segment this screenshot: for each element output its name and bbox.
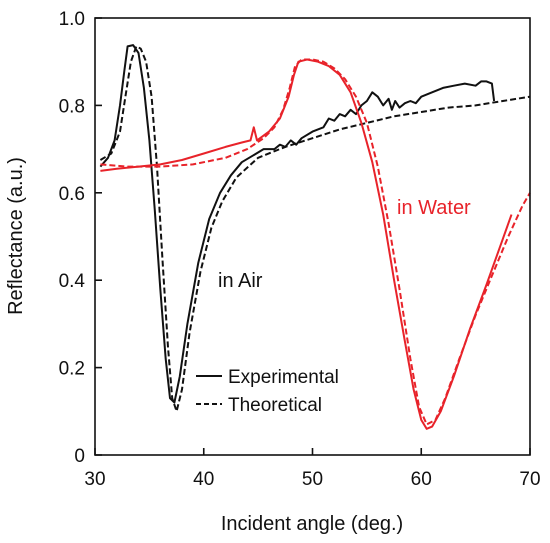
annotation-air: in Air <box>218 270 263 292</box>
series-line-air-experimental <box>99 44 496 404</box>
y-axis-title: Reflectance (a.u.) <box>5 157 27 315</box>
y-tick-label: 0.2 <box>59 359 85 380</box>
legend-theoretical-label: Theoretical <box>228 395 322 416</box>
y-tick-label: 1.0 <box>59 9 85 30</box>
legend: Experimental Theoretical <box>196 367 339 416</box>
x-tick-label: 60 <box>411 469 432 490</box>
annotation-water: in Water <box>397 197 471 219</box>
y-tick-label: 0.8 <box>59 96 85 117</box>
x-tick-label: 40 <box>193 469 214 490</box>
x-tick-label: 30 <box>84 469 105 490</box>
series-line-water-theoretical <box>100 58 531 426</box>
legend-experimental-label: Experimental <box>228 367 339 388</box>
series-line-water-experimental <box>100 58 513 430</box>
axis-ticks: 30 40 50 60 70 0 0.2 0.4 0.6 0.8 1.0 <box>59 9 541 490</box>
x-axis-title: Incident angle (deg.) <box>221 513 403 535</box>
y-tick-label: 0.4 <box>59 271 86 292</box>
y-tick-label: 0.6 <box>59 184 85 205</box>
y-tick-label: 0 <box>74 446 85 467</box>
x-tick-label: 70 <box>519 469 540 490</box>
plot-lines <box>99 44 531 430</box>
x-tick-label: 50 <box>302 469 323 490</box>
